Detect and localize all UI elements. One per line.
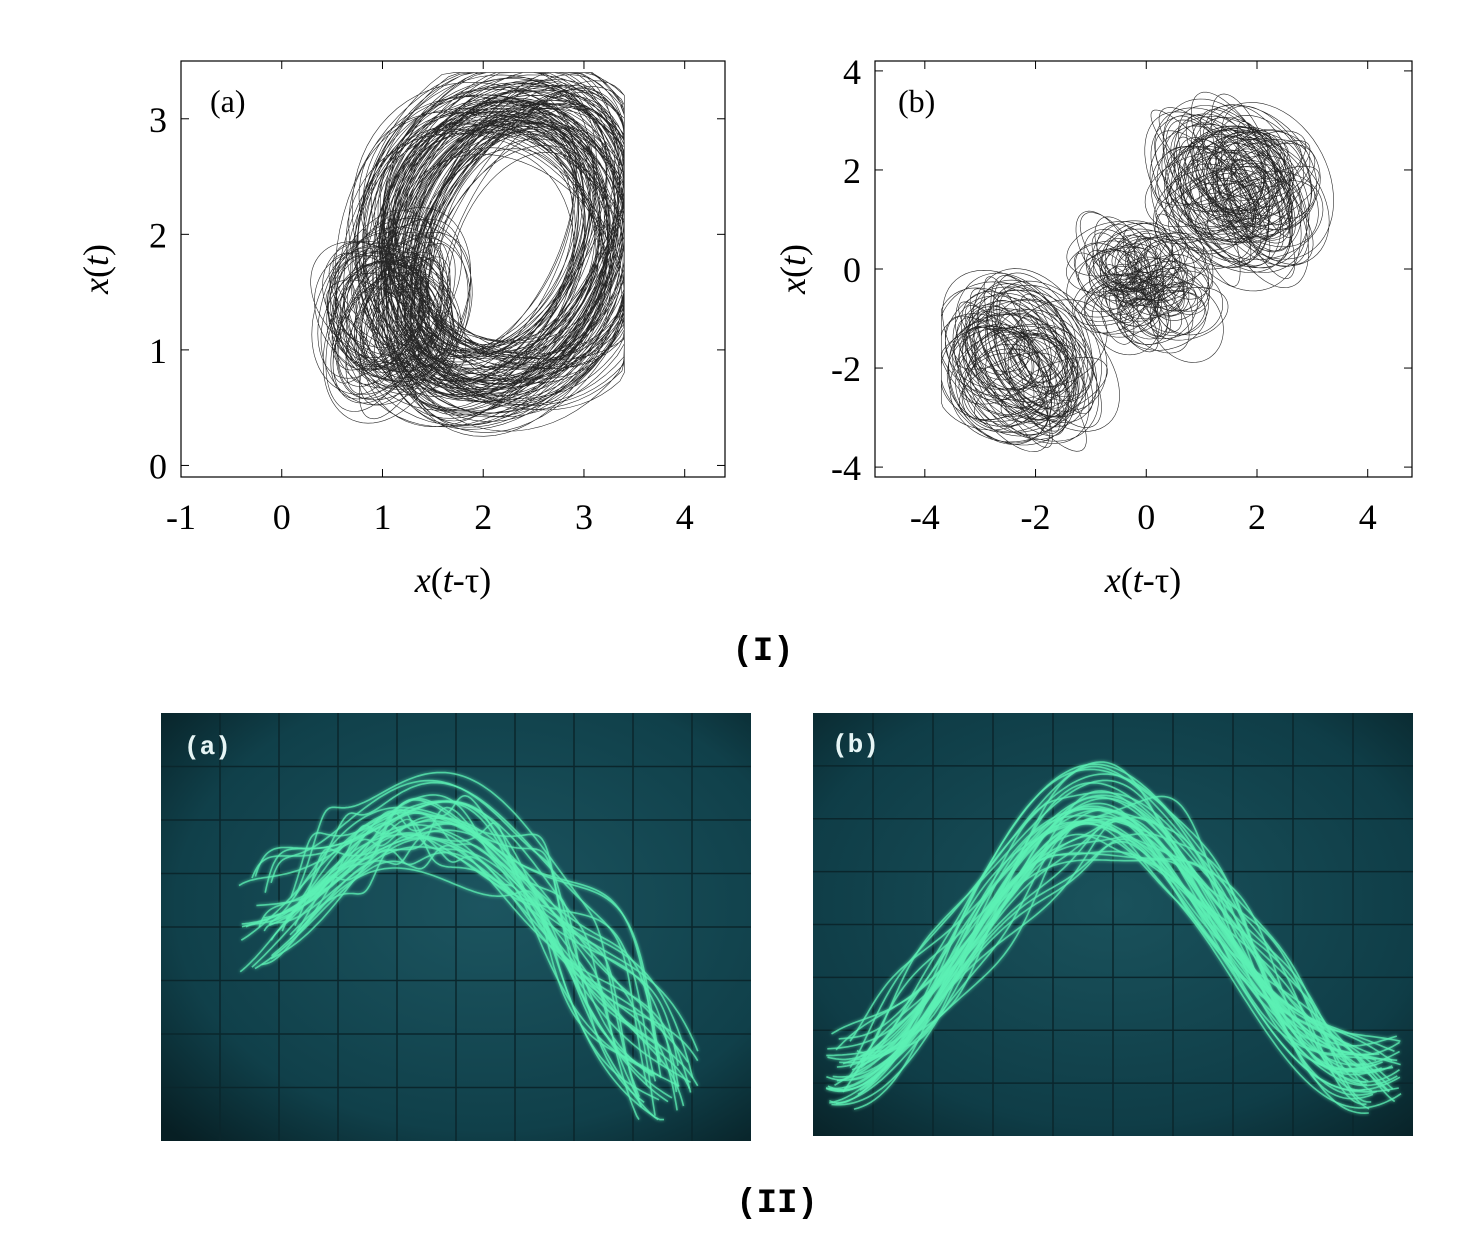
- scope-trace-line: [831, 833, 1398, 1047]
- y-tick-label: 2: [149, 215, 167, 255]
- scope-trace-line: [240, 795, 699, 1052]
- part-label-II: (II): [736, 1185, 818, 1223]
- x-tick-label: -2: [1021, 497, 1051, 537]
- x-tick-label: 2: [474, 497, 492, 537]
- oscilloscope-photo-b: (b): [813, 713, 1413, 1136]
- y-tick-label: 0: [843, 250, 861, 290]
- x-tick-label: -4: [910, 497, 940, 537]
- series-line: [941, 91, 1334, 453]
- attractor-trajectory: [310, 72, 625, 437]
- panel-label: (a): [210, 83, 246, 119]
- panel-label: (b): [832, 730, 879, 760]
- scope-trace-line: [825, 817, 1391, 1093]
- scope-trace-line: [269, 821, 679, 1066]
- scope-trace-line: [270, 779, 654, 1077]
- part-label-I: (I): [732, 633, 793, 671]
- panel-label: (a): [184, 732, 231, 762]
- y-axis-label: x(t): [76, 244, 116, 295]
- scope-trace-line: [828, 790, 1373, 1092]
- x-tick-label: 3: [575, 497, 593, 537]
- y-tick-label: -2: [831, 349, 861, 389]
- scope-trace-line: [848, 834, 1401, 1092]
- x-tick-label: 0: [273, 497, 291, 537]
- scope-trace-line: [286, 799, 660, 1063]
- scope-trace: [825, 761, 1402, 1115]
- scope-trace-line: [839, 833, 1401, 1066]
- attractor-plot-a: -1 0 1 2 3 4 0 1 2 3 (a) x(t-τ) x(t): [76, 60, 726, 600]
- x-axis-label: x(t-τ): [414, 560, 491, 600]
- scope-trace: [238, 771, 699, 1121]
- scope-trace-line: [271, 830, 678, 1093]
- y-tick-label: 4: [843, 52, 861, 92]
- scope-trace-line: [832, 797, 1369, 1082]
- y-tick-label: 0: [149, 446, 167, 486]
- scope-trace-line: [826, 841, 1391, 1082]
- scope-trace-line: [261, 867, 662, 1079]
- scope-trace-line: [296, 837, 643, 1108]
- axis-ticks: -1 0 1 2 3 4 0 1 2 3: [149, 61, 725, 537]
- scope-trace-line: [258, 819, 664, 1121]
- scope-trace-line: [239, 822, 689, 1063]
- x-tick-label: 4: [1359, 497, 1377, 537]
- scope-trace-line: [270, 811, 654, 1076]
- x-tick-label: 1: [373, 497, 391, 537]
- y-tick-label: -4: [831, 448, 861, 488]
- attractor-trajectory: [941, 91, 1334, 453]
- plot-frame: [180, 60, 726, 478]
- scope-trace-line: [853, 815, 1398, 1087]
- scope-trace-line: [270, 848, 678, 1111]
- scope-trace-line: [251, 806, 694, 1079]
- x-axis-label: x(t-τ): [1104, 560, 1181, 600]
- oscilloscope-photo-a: (a): [161, 713, 751, 1141]
- series-line: [310, 72, 625, 437]
- panel-label: (b): [898, 83, 935, 119]
- scope-trace-line: [294, 771, 640, 1097]
- x-tick-label: 2: [1248, 497, 1266, 537]
- y-tick-label: 1: [149, 331, 167, 371]
- y-tick-label: 3: [149, 100, 167, 140]
- plot-frame: [874, 60, 1413, 478]
- scope-trace-line: [829, 819, 1372, 1104]
- scope-trace-line: [849, 761, 1400, 1083]
- y-axis-label: x(t): [773, 244, 813, 295]
- scope-trace-line: [264, 800, 659, 1121]
- scope-trace-line: [857, 807, 1394, 1072]
- axis-ticks: -4 -2 0 2 4 -4 -2 0 2 4: [831, 52, 1412, 537]
- x-tick-label: -1: [166, 497, 196, 537]
- x-tick-label: 0: [1137, 497, 1155, 537]
- scope-trace-line: [289, 817, 656, 1116]
- scope-trace-line: [860, 768, 1383, 1071]
- x-tick-label: 4: [676, 497, 694, 537]
- scope-trace-line: [241, 812, 699, 1087]
- y-tick-label: 2: [843, 151, 861, 191]
- attractor-plot-b: -4 -2 0 2 4 -4 -2 0 2 4 (b) x(t-τ) x(t): [773, 52, 1413, 600]
